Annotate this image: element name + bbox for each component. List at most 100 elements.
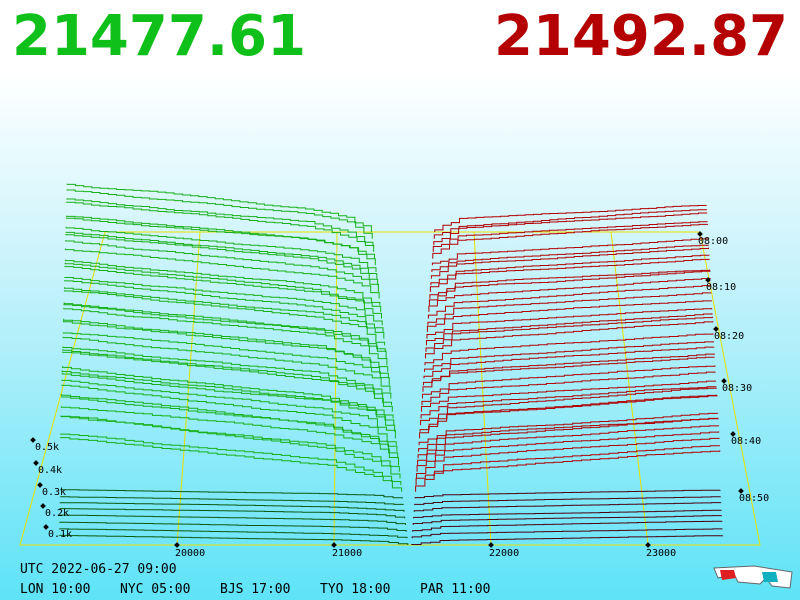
ask-depth-line [434, 205, 707, 232]
price-tick-label: 20000 [175, 548, 205, 559]
bid-depth-line [64, 265, 382, 319]
tick-dot [331, 542, 337, 548]
ask-depth-line [427, 292, 712, 326]
ask-depth-line [420, 387, 717, 426]
floor-line [610, 231, 649, 546]
ask-depth-line [418, 417, 719, 452]
zone-time: BJS 17:00 [220, 582, 290, 597]
tick-dot [488, 542, 494, 548]
bid-depth-line [60, 406, 399, 466]
time-tick-label: 08:00 [698, 236, 728, 247]
ask-depth-line [418, 412, 718, 446]
bid-depth-line [65, 217, 376, 266]
ask-depth-line [422, 353, 715, 392]
ask-depth-line [411, 535, 724, 545]
tick-dot [43, 524, 49, 530]
depth-tick-label: 0.5k [35, 442, 59, 453]
tick-dot [174, 542, 180, 548]
ask-depth-line [415, 450, 721, 492]
ask-depth-line [413, 502, 722, 512]
bid-depth-line [64, 280, 384, 332]
ask-depth-line [430, 247, 709, 279]
bid-depth-line [61, 370, 396, 432]
bid-depth-line [63, 320, 389, 379]
bid-depth-line [66, 198, 374, 246]
bid-depth-line [64, 259, 381, 306]
ask-depth-line [425, 316, 713, 352]
bid-depth-line [60, 415, 401, 479]
bid-depth-line [65, 226, 377, 272]
time-tick-label: 08:50 [739, 493, 769, 504]
ask-depth-line [412, 515, 722, 525]
ask-depth-line [424, 333, 714, 366]
floor-line [473, 231, 492, 546]
ask-depth-line [424, 341, 714, 372]
bid-depth-line [64, 287, 385, 339]
ask-depth-line [421, 371, 716, 406]
ask-depth-line [416, 437, 720, 479]
price-tick-label: 21000 [332, 548, 362, 559]
ask-depth-line [419, 394, 718, 432]
ask-depth-line [423, 346, 715, 379]
ask-depth-line [421, 380, 717, 412]
ask-depth-line [416, 431, 720, 472]
bid-depth-line [61, 384, 397, 446]
tick-dot [705, 277, 711, 283]
tick-dot [713, 326, 719, 332]
bid-depth-line [58, 528, 408, 539]
ask-depth-line [428, 278, 711, 312]
ask-depth-line [417, 425, 719, 466]
bid-depth-line [66, 183, 372, 232]
bid-depth-line [60, 415, 400, 472]
ask-depth-line [430, 254, 710, 286]
ask-depth-line [419, 395, 718, 439]
ask-depth-line [423, 356, 715, 386]
tick-dot [730, 431, 736, 437]
bid-depth-line [60, 437, 403, 492]
tick-dot [697, 231, 703, 237]
bid-depth-line [61, 372, 395, 426]
ask-depth-line [426, 313, 713, 346]
bid-depth-line [64, 262, 382, 312]
bid-depth-line [58, 534, 409, 545]
floor-line [176, 231, 201, 546]
ask-depth-line [433, 209, 707, 239]
zone-time: PAR 11:00 [420, 582, 490, 597]
floor-line [333, 231, 338, 546]
glasses-icon [713, 565, 793, 589]
ask-depth-line [425, 321, 714, 359]
ask-depth-line [414, 496, 721, 505]
bid-depth-line [66, 201, 375, 252]
bid-depth-line [59, 508, 406, 519]
tick-dot [645, 542, 651, 548]
bid-depth-line [63, 290, 386, 346]
bid-depth-line [61, 393, 399, 459]
utc-time: UTC 2022-06-27 09:00 [20, 562, 177, 577]
time-tick-label: 08:20 [714, 331, 744, 342]
time-tick-label: 08:30 [722, 383, 752, 394]
zone-time: LON 10:00 [20, 582, 90, 597]
bid-depth-line [60, 433, 402, 486]
ask-depth-line [417, 418, 719, 459]
bid-depth-line [64, 277, 383, 326]
ask-depth-line [433, 212, 708, 246]
bid-depth-line [59, 502, 405, 512]
bid-depth-line [65, 234, 379, 286]
ask-depth-line [432, 223, 708, 259]
tick-dot [721, 378, 727, 384]
depth-tick-label: 0.1k [48, 529, 72, 540]
bid-depth-line [62, 346, 392, 399]
ask-depth-line [432, 221, 708, 252]
ask-depth-line [428, 270, 711, 306]
zone-time: NYC 05:00 [120, 582, 190, 597]
bid-depth-line [59, 514, 406, 525]
bid-depth-line [59, 489, 403, 499]
bid-depth-line [63, 307, 388, 366]
ask-depth-line [426, 308, 713, 339]
price-tick-label: 23000 [646, 548, 676, 559]
ask-depth-line [431, 244, 709, 272]
tick-dot [738, 488, 744, 494]
ask-depth-line [411, 528, 723, 539]
